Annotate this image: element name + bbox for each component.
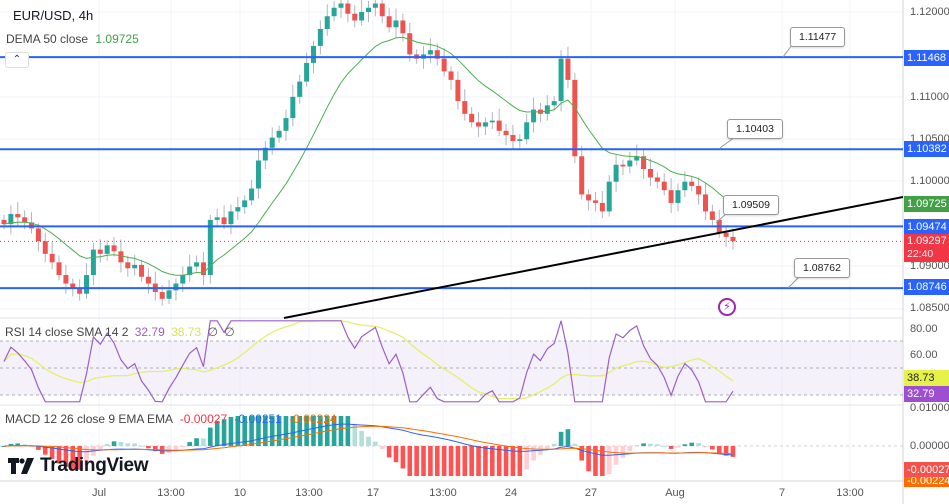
time-label: 17 <box>366 487 380 499</box>
rsi-axis-label: 60.00 <box>910 349 938 361</box>
hline-tag-1: 1.11468 <box>904 50 949 66</box>
rsi-value: 32.79 <box>134 325 165 339</box>
collapse-legend-button[interactable]: ⌃ <box>5 52 29 68</box>
dema-tag: 1.09725 <box>904 196 949 212</box>
time-label: 13:00 <box>295 487 323 499</box>
time-label: Aug <box>665 487 685 499</box>
price-label: 1.10000 <box>910 175 949 187</box>
price-label: 1.12000 <box>910 6 949 18</box>
bar-countdown: 22:40 <box>907 248 934 260</box>
rsi-axis-label: 80.00 <box>910 323 938 335</box>
dema-legend[interactable]: DEMA 50 close 1.09725 <box>6 32 139 46</box>
last-price: 1.09297 <box>907 235 947 247</box>
rsi-extra-1: ∅ <box>207 325 218 339</box>
price-label: 1.11000 <box>910 91 949 103</box>
time-label: 13:00 <box>429 487 457 499</box>
time-label: 13:00 <box>157 487 185 499</box>
price-label: 1.08500 <box>910 302 949 314</box>
lightning-icon[interactable]: ⚡ <box>718 298 736 316</box>
rsi-sma-tag: 38.73 <box>904 370 949 386</box>
hline-tag-2: 1.10382 <box>904 141 949 157</box>
last-price-tag: 1.09297 22:40 <box>904 234 949 262</box>
rsi-label: RSI 14 close SMA 14 2 <box>5 325 129 339</box>
hline-tag-4: 1.08746 <box>904 279 949 295</box>
rsi-sma-value: 38.73 <box>171 325 202 339</box>
rsi-legend[interactable]: RSI 14 close SMA 14 2 32.79 38.73 ∅ ∅ <box>5 325 235 339</box>
macd-signal-tag: -0.00224 <box>904 477 949 487</box>
tradingview-logo-icon <box>8 458 34 474</box>
macd-signal-value: -0.00224 <box>289 412 337 426</box>
macd-legend[interactable]: MACD 12 26 close 9 EMA EMA -0.00027 -0.0… <box>5 412 337 426</box>
dema-value: 1.09725 <box>95 32 139 46</box>
rsi-extra-2: ∅ <box>224 325 235 339</box>
hline-tag-3: 1.09474 <box>904 219 949 235</box>
time-label: 10 <box>233 487 247 499</box>
time-label: Jul <box>91 487 107 499</box>
macd-axis-label: 0.00000 <box>910 440 949 452</box>
time-label: 7 <box>778 487 786 499</box>
time-label: 13:00 <box>836 487 864 499</box>
price-label: 1.09000 <box>910 260 949 272</box>
time-label: 27 <box>584 487 598 499</box>
tradingview-logo-text: TradingView <box>40 455 149 476</box>
level-callout-1[interactable]: 1.11477 <box>790 27 846 47</box>
macd-line-value: -0.00251 <box>234 412 282 426</box>
macd-hist-value: -0.00027 <box>179 412 228 426</box>
level-callout-2[interactable]: 1.10403 <box>727 119 783 139</box>
dema-label: DEMA 50 close <box>6 32 89 46</box>
level-callout-3[interactable]: 1.09509 <box>723 195 779 215</box>
rsi-tag: 32.79 <box>904 386 949 402</box>
tradingview-logo[interactable]: TradingView <box>8 455 149 477</box>
macd-axis-label: 0.01000 <box>910 402 949 414</box>
level-callout-4[interactable]: 1.08762 <box>794 258 850 278</box>
symbol-title[interactable]: EUR/USD, 4h <box>13 8 94 23</box>
macd-label: MACD 12 26 close 9 EMA EMA <box>5 412 173 426</box>
time-label: 24 <box>504 487 518 499</box>
chevron-up-icon: ⌃ <box>12 54 22 65</box>
macd-hist-tag: -0.00027 <box>904 462 949 478</box>
